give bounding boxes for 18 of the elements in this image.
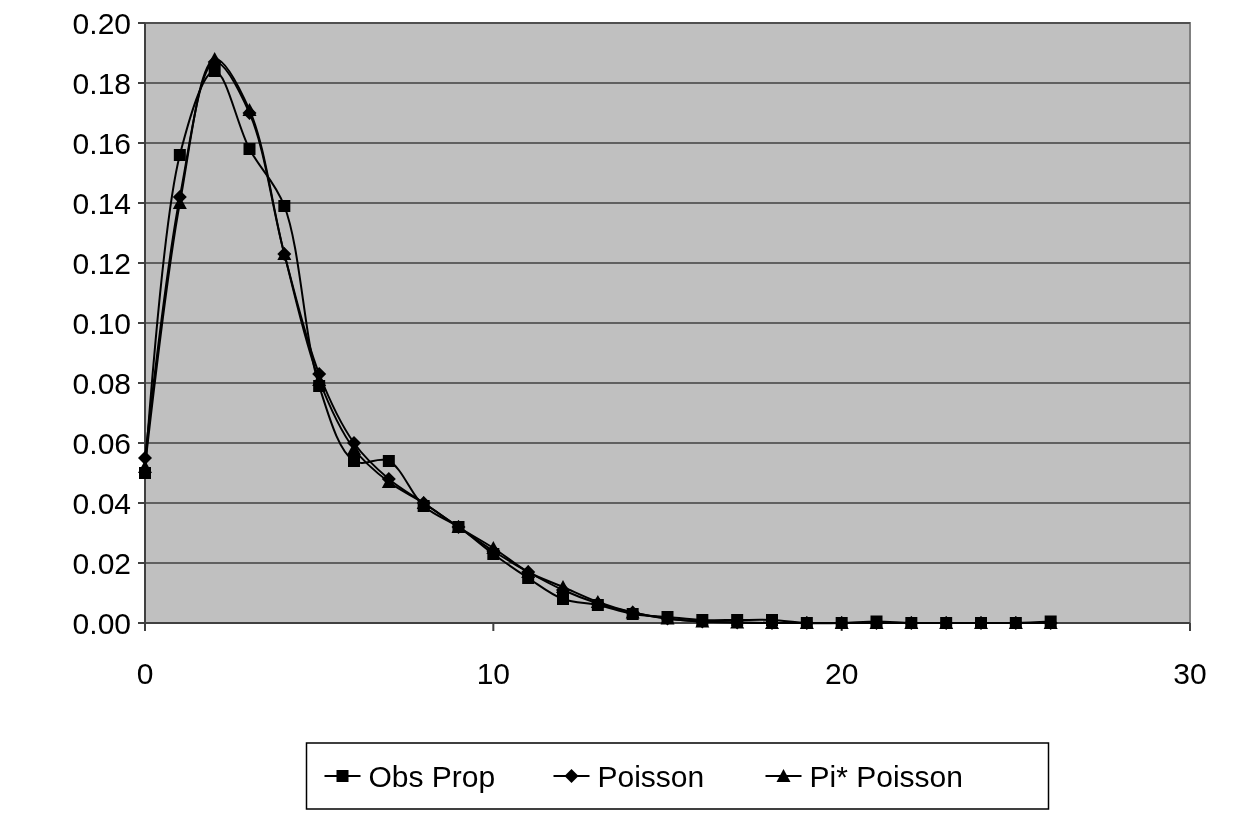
y-tick-label: 0.18 (72, 66, 131, 100)
y-tick-label: 0.06 (72, 426, 131, 460)
y-tick-label: 0.08 (72, 366, 131, 400)
y-tick-label: 0.12 (72, 246, 131, 280)
y-tick-label: 0.20 (72, 6, 131, 40)
y-tick-label: 0.02 (72, 546, 131, 580)
y-tick-label: 0.10 (72, 306, 131, 340)
y-tick-label: 0.00 (72, 606, 131, 640)
legend-label: Pi* Poisson (809, 759, 963, 793)
x-tick-label: 10 (476, 656, 511, 690)
x-tick-label: 20 (824, 656, 859, 690)
legend-label: Poisson (597, 759, 705, 793)
x-tick-label: 30 (1173, 656, 1207, 690)
y-tick-label: 0.04 (72, 486, 131, 520)
y-tick-label: 0.14 (72, 186, 131, 220)
x-tick-label: 0 (136, 656, 154, 690)
legend-label: Obs Prop (368, 759, 496, 793)
y-tick-label: 0.16 (72, 126, 131, 160)
